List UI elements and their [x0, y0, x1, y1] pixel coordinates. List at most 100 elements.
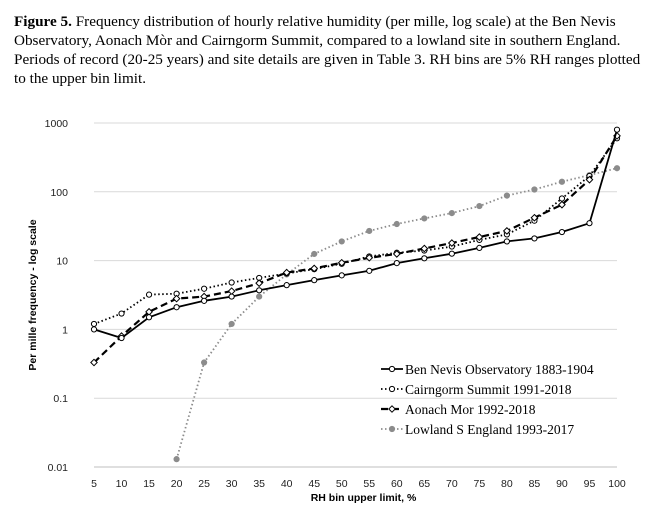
data-point [476, 202, 483, 210]
data-point [585, 175, 594, 184]
data-point [172, 294, 181, 303]
data-point [201, 297, 208, 304]
y-tick-label: 1 [62, 324, 68, 336]
data-point [338, 238, 345, 245]
data-point [531, 186, 538, 193]
data-point [613, 126, 621, 133]
x-tick-label: 30 [226, 478, 238, 490]
data-point [476, 244, 483, 251]
x-tick-label: 95 [584, 478, 596, 490]
legend-label: Aonach Mor 1992-2018 [405, 402, 536, 417]
data-point [283, 282, 290, 289]
series-line [93, 135, 618, 364]
x-tick-label: 40 [281, 478, 293, 490]
data-point [503, 238, 510, 245]
series-group [90, 126, 621, 463]
data-point [201, 285, 208, 292]
x-tick-label: 10 [116, 478, 128, 490]
data-point [530, 213, 539, 222]
x-tick-label: 15 [143, 478, 155, 490]
data-point [365, 253, 374, 262]
data-point [173, 456, 180, 463]
data-point [502, 227, 511, 235]
data-point [311, 277, 318, 284]
y-tick-label: 1000 [45, 118, 69, 130]
x-tick-label: 50 [336, 478, 348, 490]
x-tick-label: 25 [198, 478, 210, 490]
x-tick-labels: 5 10 15 20 25 30 35 40 45 50 55 60 65 70 75 80 85 90 95 100 [91, 478, 626, 490]
series-0 [90, 126, 621, 342]
y-tick-label: 0.01 [48, 462, 69, 474]
data-point [145, 291, 153, 298]
data-point [227, 287, 236, 296]
series-line [93, 137, 618, 325]
legend-marker [388, 365, 396, 373]
data-point [393, 259, 400, 267]
x-tick-label: 80 [501, 478, 513, 490]
data-point [145, 314, 153, 321]
data-point [118, 310, 125, 317]
legend-marker [388, 385, 396, 393]
series-line [93, 129, 618, 339]
data-point [255, 279, 264, 288]
series-2 [90, 131, 621, 367]
x-tick-label: 85 [529, 478, 541, 490]
data-point [256, 293, 263, 300]
x-tick-label: 20 [171, 478, 183, 490]
data-point [503, 192, 510, 199]
data-point [421, 255, 428, 262]
x-tick-label: 55 [363, 478, 375, 490]
data-point [558, 195, 566, 202]
data-point [338, 272, 345, 279]
data-point [310, 264, 319, 273]
figure-caption-lead: Figure 5. [14, 13, 72, 30]
data-point [558, 178, 566, 185]
data-point [90, 320, 98, 328]
data-point [420, 244, 429, 253]
data-point [118, 334, 125, 342]
data-point [228, 293, 235, 300]
figure-caption-text: Frequency distribution of hourly relativ… [14, 13, 641, 87]
legend-item-2: Aonach Mor 1992-2018 [381, 402, 536, 417]
data-point [366, 227, 373, 235]
legend-marker [388, 405, 396, 413]
x-tick-label: 60 [391, 478, 403, 490]
data-point [337, 258, 346, 267]
data-point [475, 233, 484, 241]
data-point [173, 304, 180, 311]
data-point [201, 359, 208, 366]
y-tick-label: 0.1 [53, 393, 68, 405]
data-point [613, 165, 621, 172]
series-line [175, 167, 618, 460]
x-tick-label: 75 [474, 478, 486, 490]
y-tick-label: 100 [50, 187, 68, 199]
data-point [90, 326, 98, 333]
legend: Ben Nevis Observatory 1883-1904 Cairngorm… [381, 362, 594, 437]
legend-item-1: Cairngorm Summit 1991-2018 [381, 382, 572, 397]
series-1 [90, 135, 621, 328]
legend-label: Lowland S England 1993-2017 [405, 422, 574, 437]
y-tick-label: 10 [56, 256, 68, 268]
data-point [256, 287, 263, 294]
x-tick-label: 90 [556, 478, 568, 490]
data-point [448, 250, 455, 257]
data-point [586, 220, 593, 227]
data-point [558, 200, 566, 209]
x-axis-label: RH bin upper limit, % [311, 492, 417, 504]
data-point [90, 358, 98, 367]
legend-marker [388, 425, 396, 433]
x-tick-label: 45 [308, 478, 320, 490]
legend-label: Cairngorm Summit 1991-2018 [405, 382, 572, 397]
data-point [448, 210, 455, 217]
data-point [366, 267, 373, 274]
data-point [282, 268, 291, 277]
y-tick-labels: 0.01 0.1 1 10 100 1000 [45, 118, 69, 474]
legend-label: Ben Nevis Observatory 1883-1904 [405, 362, 594, 377]
series-3 [173, 165, 621, 463]
figure-caption: Figure 5. Frequency distribution of hour… [14, 12, 649, 88]
data-point [558, 228, 566, 236]
data-point [447, 239, 456, 247]
x-tick-label: 35 [253, 478, 265, 490]
x-tick-label: 65 [418, 478, 430, 490]
